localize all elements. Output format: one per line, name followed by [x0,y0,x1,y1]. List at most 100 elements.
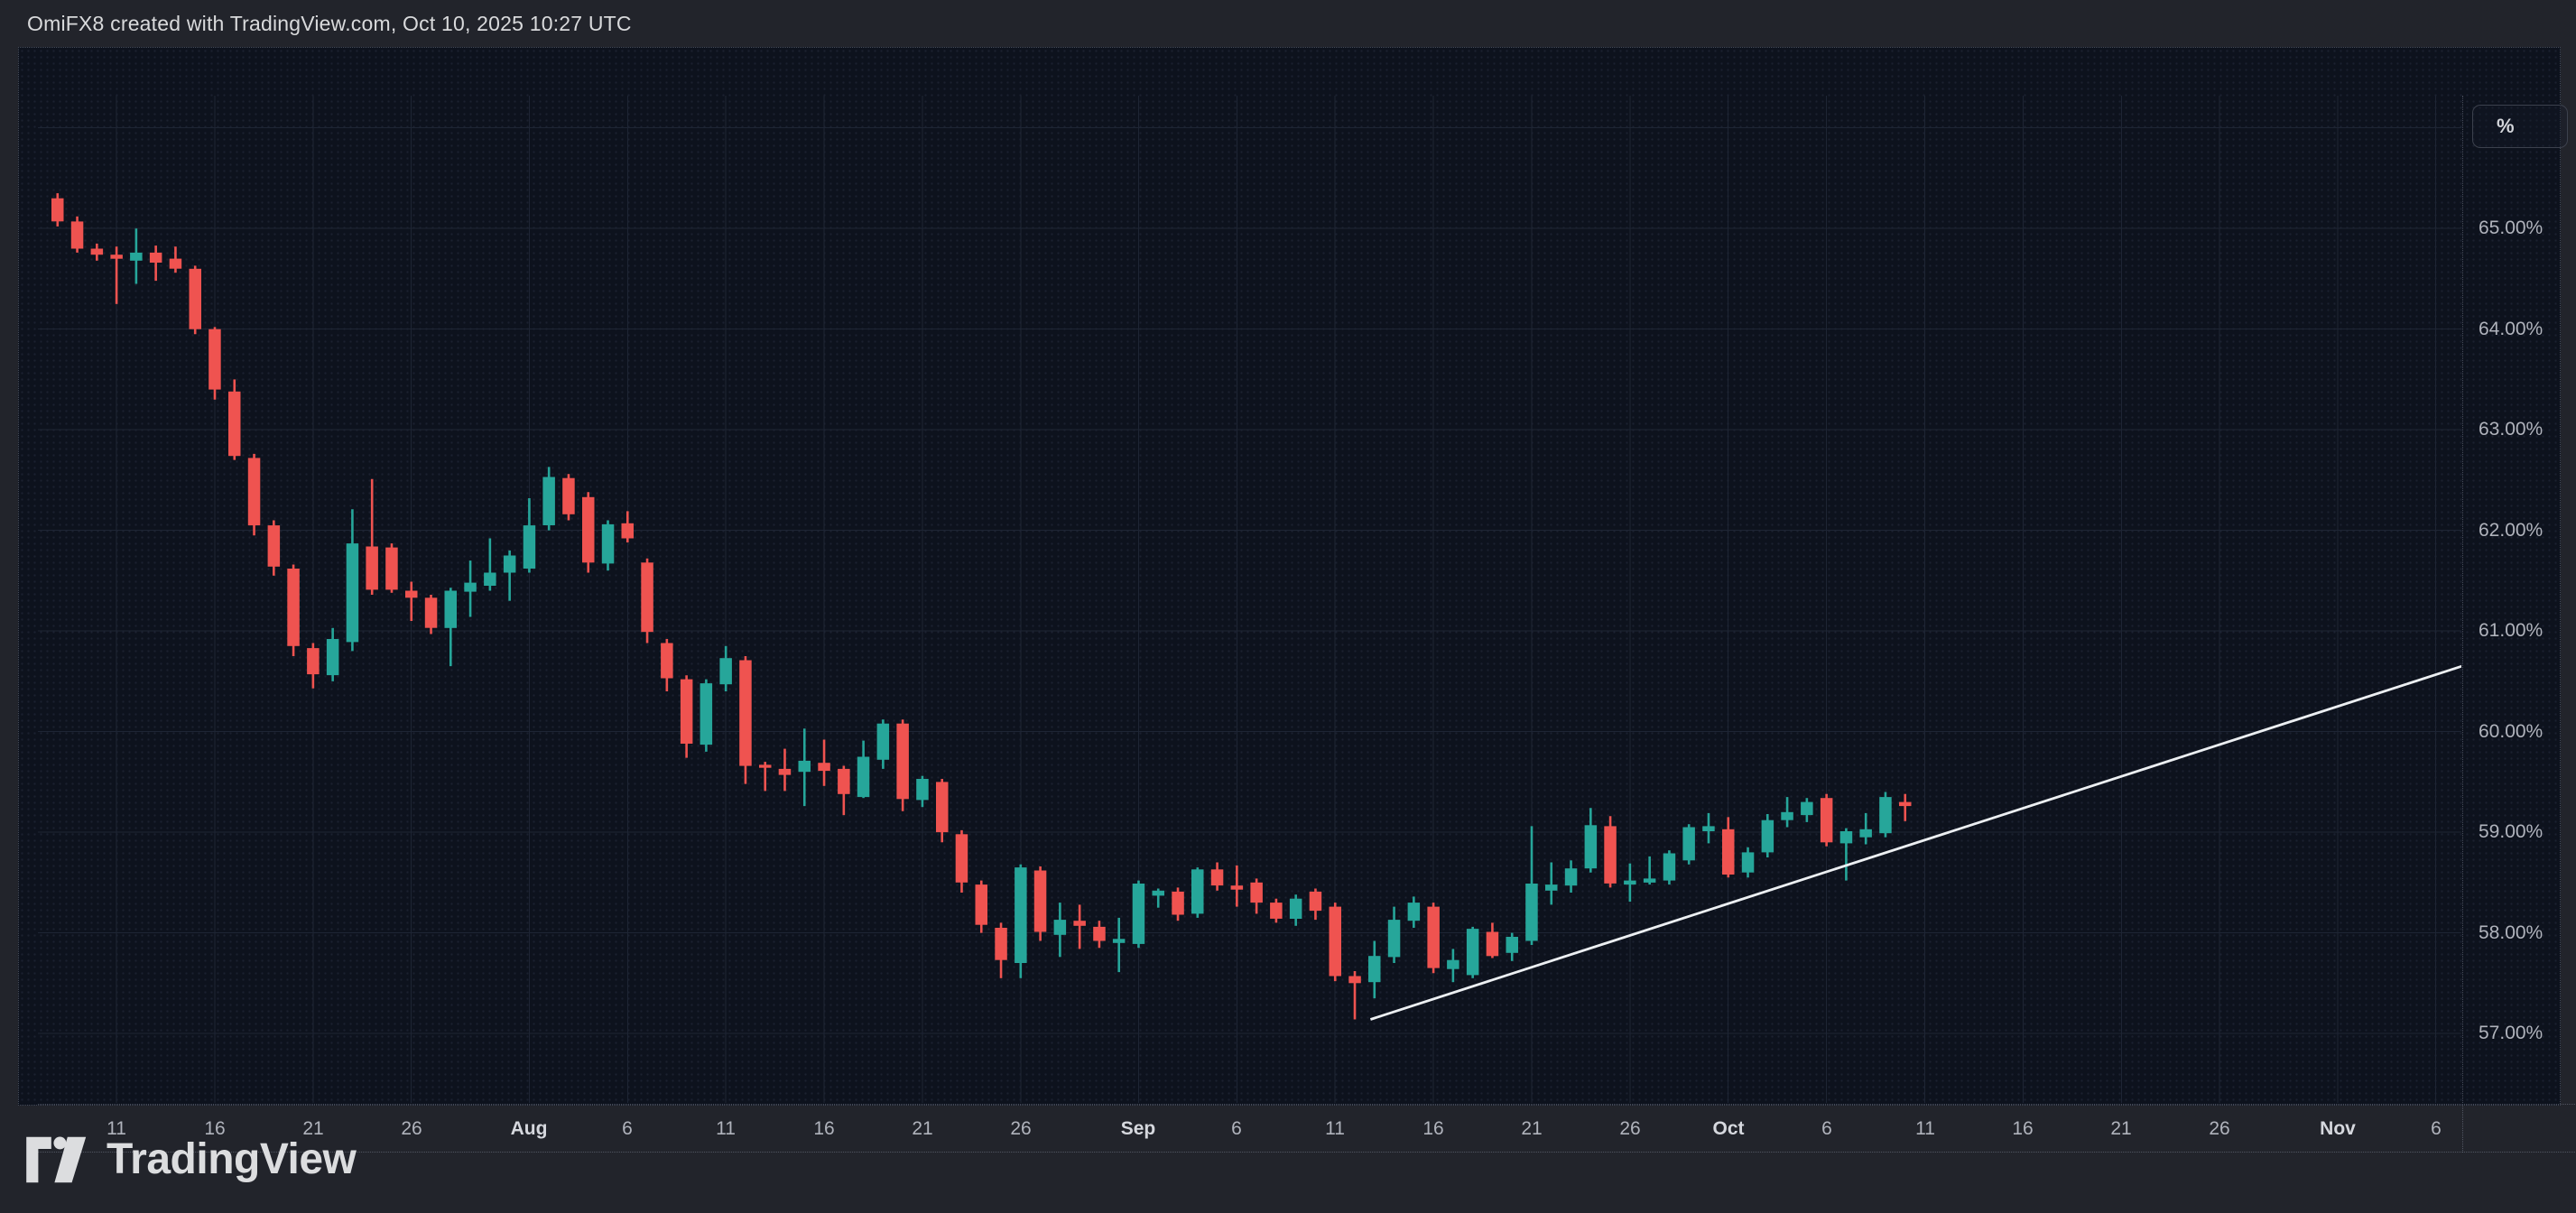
page-title: OmiFX8 created with TradingView.com, Oct… [27,11,632,35]
candle [661,639,673,691]
candle [1761,814,1774,857]
time-axis-label-month: Nov [2320,1118,2356,1139]
candle [1270,898,1283,923]
candle [523,498,536,573]
candle [1152,888,1164,908]
candle [1643,856,1656,885]
time-axis-label: 16 [1422,1118,1444,1139]
candle [1899,793,1912,821]
candle [169,246,182,273]
candle [1839,828,1853,881]
candle [326,627,339,681]
time-axis-label: 16 [2012,1118,2034,1139]
time-axis-label: 21 [912,1118,933,1139]
tradingview-logo[interactable]: TradingView [25,1134,357,1186]
candle [228,379,241,460]
candlestick-series [51,193,1912,1020]
candle [424,595,438,634]
candle [1781,797,1793,828]
candle [995,922,1007,978]
candle [1702,812,1715,844]
candle [582,492,595,573]
candle [1132,880,1145,949]
candle [1545,862,1558,905]
candle [1073,904,1086,949]
candle [1250,878,1263,914]
price-unit-button[interactable]: % [2472,105,2568,148]
candle [1210,862,1224,891]
candle [778,748,792,792]
candle [1486,922,1499,958]
price-axis-label: 61.00% [2479,620,2544,641]
candle [1604,816,1617,888]
candle [110,246,123,304]
price-axis-label: 62.00% [2479,520,2544,541]
candle [267,520,281,576]
candle [1820,793,1833,847]
candle [1663,850,1676,885]
grid-lines [38,96,2461,1103]
footer-bar: TradingView [0,1106,2576,1213]
title-bar: OmiFX8 created with TradingView.com, Oct… [0,0,2576,47]
candle [719,645,732,691]
tradingview-logo-text: TradingView [107,1135,357,1183]
candle [366,478,378,595]
time-axis[interactable]: 11 16 21 26 Aug 6 11 16 21 26 Sep 6 11 16 21 26 Oct 6 11 16… [38,1104,2576,1153]
candle [1112,917,1126,973]
candle [51,193,64,227]
time-axis-label: 16 [204,1118,226,1139]
time-axis-label: 11 [107,1118,126,1139]
candle [1466,926,1479,978]
candle [955,829,968,893]
candle [641,558,653,644]
candle [247,453,261,536]
time-axis-label: 6 [1821,1118,1832,1139]
candle [1015,864,1027,978]
candle [149,245,162,282]
time-axis-label: 21 [2110,1118,2132,1139]
candle [759,762,772,792]
candle [1172,887,1184,921]
candle [307,643,320,689]
candle [818,739,830,786]
time-axis-label-month: Oct [1712,1118,1745,1139]
price-axis-label: 57.00% [2479,1023,2544,1043]
candle [464,560,477,617]
time-axis-label: 21 [302,1118,324,1139]
chart-plot-area[interactable] [38,96,2461,1103]
time-axis-label: 11 [1915,1118,1935,1139]
candle [405,581,418,621]
candle [287,564,300,656]
candle [1741,847,1755,878]
time-axis-label: 6 [2431,1118,2442,1139]
candle [1584,808,1598,873]
candle [1624,863,1636,902]
candle [90,243,104,261]
trendline[interactable] [1369,663,2461,1021]
chart-frame: % 65.00% 64.00% 63.00% 62.00% 61.00% 60.00% 59… [18,47,2576,1153]
candle [700,679,713,752]
candle [798,728,811,807]
price-axis-label: 65.00% [2479,218,2544,238]
candle [1053,903,1067,958]
candle [936,779,949,843]
candle [1368,940,1381,999]
candle [70,216,84,253]
price-axis[interactable]: % 65.00% 64.00% 63.00% 62.00% 61.00% 60.00% 59… [2462,96,2576,1103]
tradingview-logo-icon [26,1135,87,1182]
price-axis-label: 59.00% [2479,821,2544,842]
time-axis-label: 6 [622,1118,633,1139]
candle [346,509,359,652]
candle [896,719,909,811]
candle [1447,949,1459,983]
time-axis-label: 21 [1521,1118,1543,1139]
candlestick-chart [38,96,2461,1103]
candle [1407,896,1421,928]
candle [1033,866,1047,941]
candle [621,511,634,542]
price-axis-label: 60.00% [2479,721,2544,742]
time-axis-label: 26 [1619,1118,1641,1139]
price-unit-label: % [2497,115,2515,137]
candle [916,775,929,808]
